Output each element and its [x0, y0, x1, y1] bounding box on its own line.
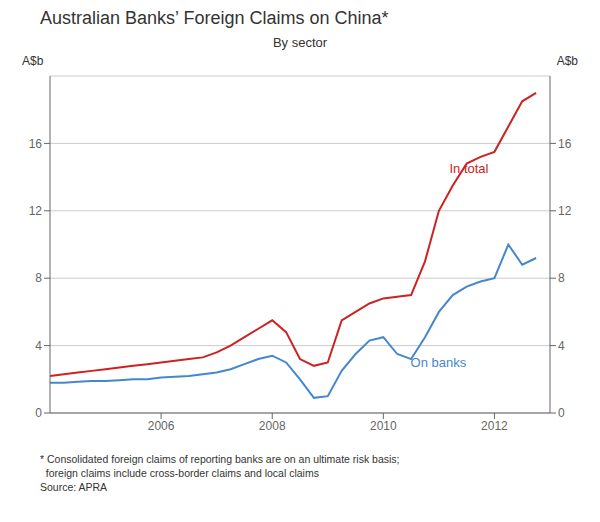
- svg-text:4: 4: [35, 339, 42, 353]
- svg-text:8: 8: [558, 271, 565, 285]
- html-text:* Consolidated foreign claims: * Consolidated foreign claims of reporti…: [40, 453, 400, 493]
- svg-text:4: 4: [558, 339, 565, 353]
- svg-text:2012: 2012: [481, 419, 508, 433]
- svg-text:2008: 2008: [259, 419, 286, 433]
- svg-text:12: 12: [558, 204, 572, 218]
- html-text:A$b: A$b: [556, 54, 578, 68]
- html-text:By sector: By sector: [272, 35, 328, 50]
- svg-text:0: 0: [35, 406, 42, 420]
- html-text:Australian Banks’ Foreign Clai: Australian Banks’ Foreign Claims on Chin…: [40, 8, 389, 28]
- svg-text:16: 16: [558, 137, 572, 151]
- svg-text:2006: 2006: [148, 419, 175, 433]
- svg-text:12: 12: [29, 204, 43, 218]
- svg-text:In total: In total: [449, 161, 488, 176]
- html-text:A$b: A$b: [22, 54, 44, 68]
- svg-text:0: 0: [558, 406, 565, 420]
- svg-text:8: 8: [35, 271, 42, 285]
- svg-text:2010: 2010: [370, 419, 397, 433]
- svg-text:On banks: On banks: [411, 355, 467, 370]
- svg-text:16: 16: [29, 137, 43, 151]
